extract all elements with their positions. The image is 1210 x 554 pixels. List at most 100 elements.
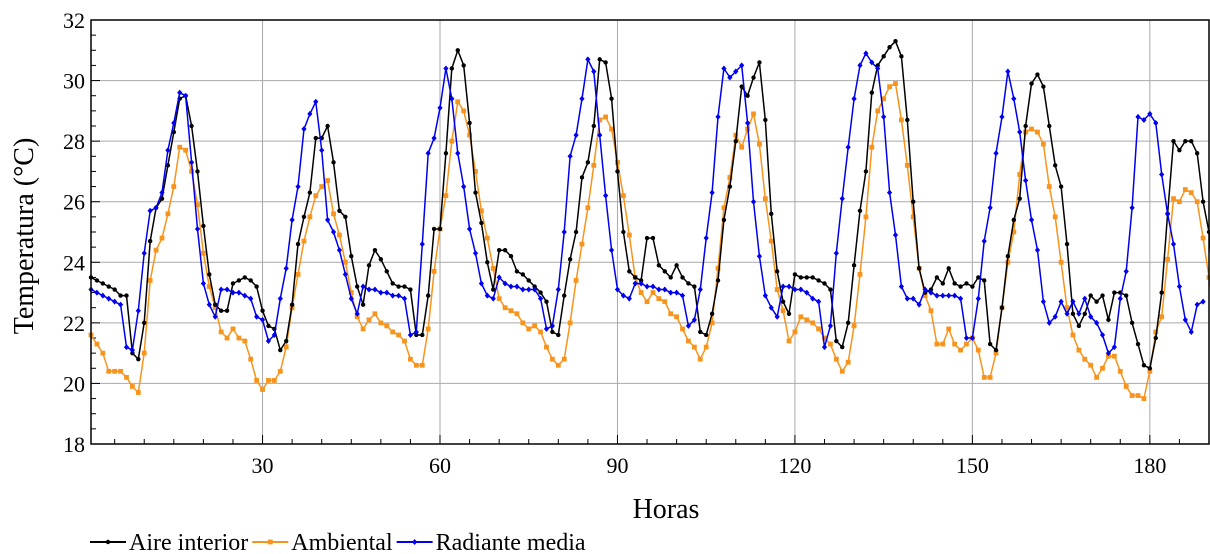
data-point — [1076, 323, 1082, 329]
data-point — [591, 68, 597, 75]
data-point — [1135, 393, 1141, 398]
data-point — [715, 278, 721, 283]
data-point — [822, 335, 827, 341]
data-point — [431, 226, 437, 232]
data-point — [963, 335, 970, 341]
data-point — [751, 111, 756, 117]
data-point — [94, 289, 100, 296]
data-point — [786, 283, 792, 290]
data-point — [331, 160, 336, 165]
y-tick-label: 28 — [63, 129, 85, 154]
data-point — [603, 114, 609, 120]
data-point — [543, 325, 550, 332]
data-point — [579, 95, 585, 102]
data-point — [851, 263, 857, 268]
data-point — [633, 275, 638, 280]
data-point — [1029, 81, 1034, 86]
data-point — [538, 329, 543, 335]
data-point — [1064, 310, 1070, 317]
data-point — [342, 271, 348, 278]
data-point — [278, 347, 283, 353]
data-point — [774, 313, 780, 320]
data-point — [892, 232, 899, 239]
data-point — [165, 147, 171, 154]
data-point — [679, 292, 686, 299]
data-point — [378, 320, 384, 326]
data-point — [1171, 138, 1176, 144]
data-point — [242, 275, 247, 280]
data-point — [981, 374, 987, 380]
data-point — [455, 99, 461, 105]
data-point — [413, 328, 419, 335]
data-point — [1106, 317, 1111, 323]
data-point — [467, 132, 472, 138]
data-point — [697, 286, 703, 293]
data-point — [390, 329, 396, 335]
data-point — [727, 175, 733, 180]
data-point — [230, 289, 236, 296]
data-point — [467, 120, 472, 126]
data-point — [425, 150, 431, 157]
data-point — [792, 286, 798, 293]
data-point — [762, 196, 768, 202]
data-point — [1011, 217, 1016, 223]
data-point — [1040, 298, 1046, 305]
data-point — [904, 162, 910, 168]
data-point — [106, 284, 111, 289]
y-tick-label: 24 — [63, 250, 85, 275]
data-point — [757, 60, 762, 65]
data-point — [1047, 123, 1052, 129]
data-point — [1171, 196, 1176, 202]
data-point — [1106, 353, 1111, 359]
series-ambiental — [88, 81, 1210, 401]
data-point — [709, 189, 715, 196]
data-point — [597, 57, 602, 62]
data-point — [153, 204, 159, 211]
data-point — [798, 275, 804, 280]
data-point — [508, 283, 514, 290]
data-point — [857, 62, 863, 69]
y-tick-labels: 18 20 22 24 26 28 30 32 — [63, 8, 85, 457]
data-point — [763, 117, 768, 123]
data-point — [839, 195, 845, 202]
data-point — [886, 189, 893, 196]
data-point — [331, 211, 336, 217]
data-point — [798, 314, 804, 320]
data-point — [668, 311, 674, 317]
data-point — [443, 151, 449, 156]
data-point — [739, 144, 745, 150]
data-point — [472, 250, 479, 257]
data-point — [147, 207, 153, 214]
data-point — [686, 281, 691, 286]
data-point — [313, 98, 319, 105]
data-point — [1111, 344, 1117, 351]
data-point — [999, 113, 1005, 120]
data-point — [218, 308, 224, 313]
data-point — [1153, 329, 1159, 335]
data-point — [212, 305, 218, 311]
data-point — [117, 301, 124, 308]
data-point — [354, 314, 360, 320]
data-point — [975, 347, 981, 353]
data-point — [354, 310, 360, 317]
data-point — [443, 193, 449, 199]
data-point — [183, 147, 189, 153]
data-point — [1129, 393, 1135, 398]
data-point — [899, 54, 904, 59]
data-point — [1111, 353, 1117, 359]
data-point — [816, 326, 821, 332]
data-point — [869, 144, 875, 150]
data-point — [609, 126, 614, 132]
data-point — [455, 48, 460, 53]
data-point — [680, 275, 685, 280]
data-point — [905, 117, 910, 123]
data-point — [413, 362, 419, 368]
y-tick-label: 26 — [63, 190, 85, 215]
data-point — [1088, 313, 1094, 320]
data-point — [307, 110, 313, 117]
data-point — [449, 66, 455, 71]
data-point — [1041, 84, 1046, 89]
data-point — [277, 368, 283, 374]
data-point — [650, 283, 656, 290]
data-point — [147, 238, 153, 244]
